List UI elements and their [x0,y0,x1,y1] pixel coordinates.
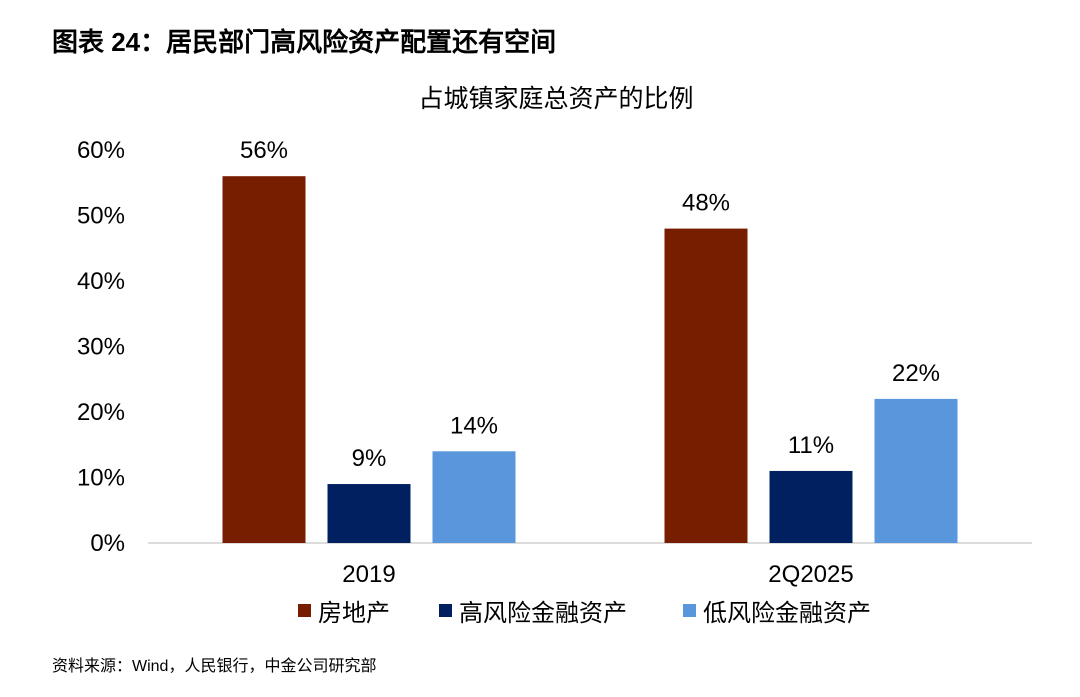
legend-swatch [298,604,311,617]
legend-swatch [683,604,696,617]
bar [874,398,958,543]
figure-title: 图表 24：居民部门高风险资产配置还有空间 [52,27,557,57]
bar-value-label: 22% [892,360,940,387]
y-tick-label: 30% [77,334,125,361]
plot-bars: 56% 9% 14% 48% 11% 22% [222,137,958,543]
legend-swatch [439,604,452,617]
y-tick-label: 40% [77,268,125,295]
chart-title: 占城镇家庭总资产的比例 [418,85,693,113]
x-tick-label: 2Q2025 [768,561,853,588]
y-tick-label: 50% [77,203,125,230]
legend-label: 房地产 [318,600,390,627]
bar [769,470,853,543]
x-axis: 2019 2Q2025 [148,542,1032,588]
legend-label: 高风险金融资产 [459,600,627,627]
y-tick-label: 0% [90,530,125,557]
legend-label: 低风险金融资产 [703,600,871,627]
bar-value-label: 14% [450,412,498,439]
bar [432,451,516,543]
legend: 房地产 高风险金融资产 低风险金融资产 [298,600,871,627]
source-note: 资料来源：Wind，人民银行，中金公司研究部 [52,658,377,675]
y-axis: 0% 10% 20% 30% 40% 50% 60% [77,137,125,557]
bar [222,176,306,543]
bar [664,228,748,543]
bar-value-label: 56% [240,137,288,164]
bar-value-label: 48% [682,190,730,217]
bar [327,484,411,543]
y-tick-label: 60% [77,137,125,164]
bar-value-label: 9% [352,445,387,472]
x-tick-label: 2019 [342,561,395,588]
y-tick-label: 20% [77,399,125,426]
y-tick-label: 10% [77,465,125,492]
bar-value-label: 11% [788,432,834,459]
